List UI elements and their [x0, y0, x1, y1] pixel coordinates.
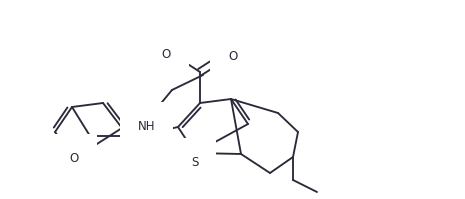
Text: O: O	[162, 49, 171, 61]
Text: O: O	[70, 151, 79, 165]
Text: S: S	[71, 161, 79, 174]
Text: S: S	[191, 156, 199, 169]
Text: NH: NH	[138, 120, 155, 133]
Text: O: O	[228, 50, 237, 62]
